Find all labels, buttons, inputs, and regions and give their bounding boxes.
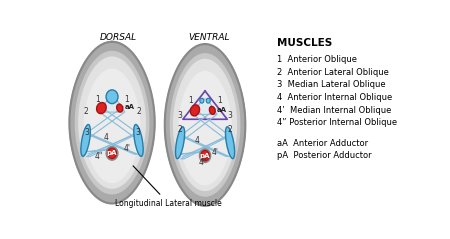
Text: 4’  Median Internal Oblique: 4’ Median Internal Oblique — [277, 106, 392, 115]
Polygon shape — [76, 51, 148, 194]
Polygon shape — [181, 136, 229, 157]
Text: 4": 4" — [95, 152, 104, 161]
Text: 3: 3 — [228, 111, 233, 120]
Text: 3: 3 — [178, 111, 183, 120]
Ellipse shape — [201, 150, 209, 161]
Text: VENTRAL: VENTRAL — [188, 33, 230, 42]
Ellipse shape — [200, 98, 204, 103]
Text: 4': 4' — [212, 148, 219, 157]
Text: 2: 2 — [178, 125, 182, 134]
Text: 4": 4" — [199, 158, 207, 167]
Text: pA: pA — [107, 150, 117, 156]
Text: 4” Posterior Internal Oblique: 4” Posterior Internal Oblique — [277, 118, 397, 127]
Ellipse shape — [190, 105, 199, 116]
Polygon shape — [180, 152, 209, 154]
Polygon shape — [86, 134, 138, 157]
Polygon shape — [79, 57, 145, 188]
Text: 2: 2 — [136, 107, 141, 116]
Text: MUSCLES: MUSCLES — [277, 38, 333, 48]
Polygon shape — [193, 99, 217, 114]
Polygon shape — [99, 97, 125, 112]
Text: DORSAL: DORSAL — [100, 33, 137, 42]
Text: aA: aA — [217, 107, 227, 113]
Ellipse shape — [97, 103, 106, 114]
Polygon shape — [174, 60, 237, 190]
Text: 3: 3 — [135, 128, 140, 137]
Polygon shape — [86, 134, 138, 154]
Text: aA: aA — [125, 104, 135, 110]
Ellipse shape — [134, 125, 143, 156]
Polygon shape — [171, 54, 240, 196]
Text: 1: 1 — [125, 96, 129, 104]
Text: 1: 1 — [217, 96, 221, 105]
Ellipse shape — [209, 106, 215, 114]
Polygon shape — [165, 44, 245, 206]
Ellipse shape — [81, 125, 90, 156]
Text: 2  Anterior Lateral Oblique: 2 Anterior Lateral Oblique — [277, 68, 389, 76]
Ellipse shape — [107, 147, 117, 160]
Text: 4  Anterior Internal Oblique: 4 Anterior Internal Oblique — [277, 93, 392, 102]
Text: 2: 2 — [228, 125, 232, 134]
Text: Longitudinal Lateral muscle: Longitudinal Lateral muscle — [115, 166, 222, 208]
Ellipse shape — [106, 90, 118, 104]
Text: 1: 1 — [95, 96, 99, 104]
Text: 3: 3 — [84, 128, 89, 137]
Polygon shape — [84, 69, 140, 182]
Ellipse shape — [225, 127, 234, 159]
Ellipse shape — [200, 149, 210, 162]
Ellipse shape — [176, 127, 184, 159]
Text: 2: 2 — [83, 107, 88, 116]
Text: 4: 4 — [103, 134, 108, 142]
Text: 1  Anterior Oblique: 1 Anterior Oblique — [277, 55, 357, 64]
Ellipse shape — [108, 148, 117, 159]
Ellipse shape — [206, 98, 210, 103]
Text: aA  Anterior Adductor: aA Anterior Adductor — [277, 139, 368, 148]
Polygon shape — [181, 136, 229, 159]
Text: pA  Posterior Adductor: pA Posterior Adductor — [277, 152, 372, 161]
Text: 4': 4' — [123, 144, 130, 153]
Polygon shape — [179, 71, 231, 185]
Text: 4: 4 — [194, 136, 199, 145]
Ellipse shape — [117, 104, 123, 112]
Text: 3  Median Lateral Oblique: 3 Median Lateral Oblique — [277, 80, 386, 89]
Polygon shape — [86, 149, 116, 152]
Text: pA: pA — [200, 153, 210, 159]
Polygon shape — [69, 42, 155, 203]
Text: 1: 1 — [189, 96, 194, 105]
